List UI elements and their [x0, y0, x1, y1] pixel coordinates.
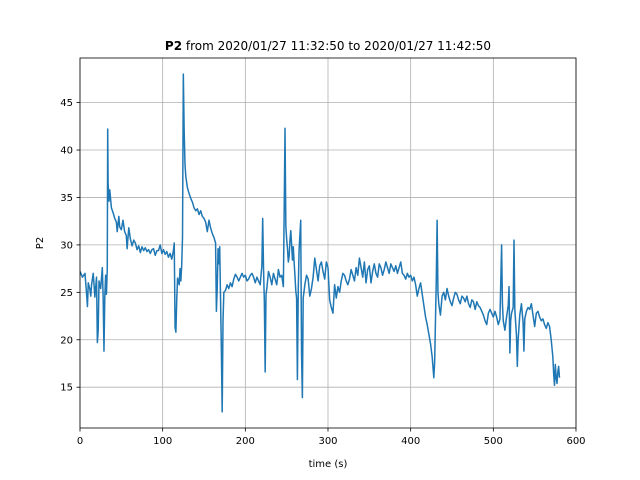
- y-tick-label: 45: [60, 98, 73, 109]
- x-tick-label: 300: [318, 436, 337, 447]
- series-group: [79, 73, 561, 413]
- chart-title: P2 from 2020/01/27 11:32:50 to 2020/01/2…: [165, 39, 491, 53]
- x-axis-label: time (s): [309, 459, 348, 470]
- y-tick-label: 30: [60, 240, 73, 251]
- x-tick-label: 600: [566, 436, 585, 447]
- ticks: 0 100 200 300 400 500 600 15 20 25 30 35 40 45: [60, 98, 585, 447]
- x-tick-label: 500: [484, 436, 503, 447]
- x-tick-label: 0: [77, 436, 83, 447]
- y-tick-label: 15: [60, 383, 73, 394]
- x-tick-label: 400: [401, 436, 420, 447]
- y-tick-label: 40: [60, 146, 73, 157]
- x-tick-label: 100: [153, 436, 172, 447]
- series-line-p2: [79, 73, 561, 413]
- y-tick-label: 25: [60, 288, 73, 299]
- title-rest: from 2020/01/27 11:32:50 to 2020/01/27 1…: [182, 39, 491, 53]
- y-tick-label: 35: [60, 193, 73, 204]
- x-tick-label: 200: [236, 436, 255, 447]
- y-tick-label: 20: [60, 335, 73, 346]
- y-axis-label: P2: [35, 237, 46, 249]
- title-bold: P2: [165, 39, 182, 53]
